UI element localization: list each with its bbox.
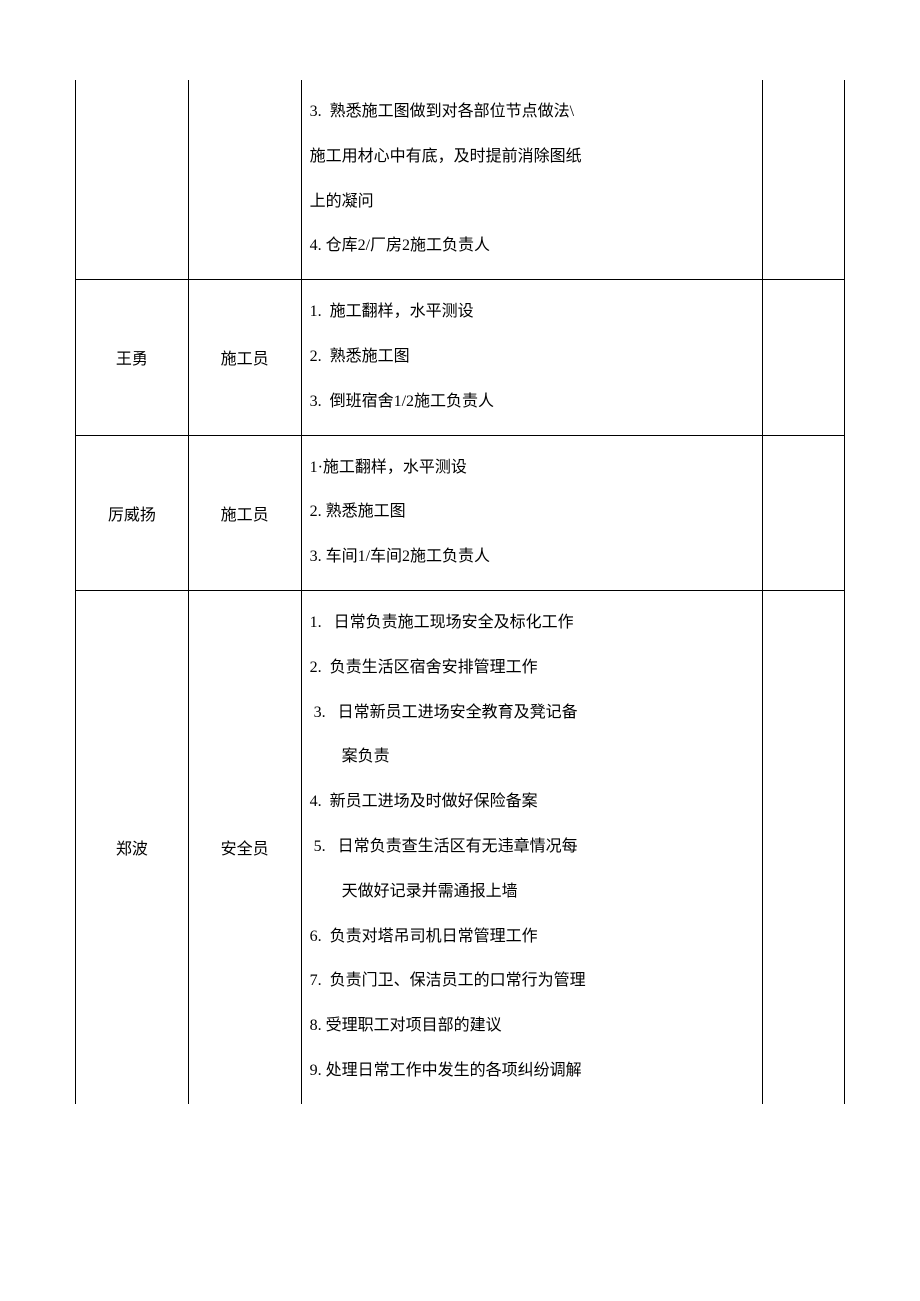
- cell-duties: 1. 施工翻样，水平测设2. 熟悉施工图3. 倒班宿舍1/2施工负责人: [301, 280, 762, 435]
- duty-line: 3. 车间1/车间2施工负责人: [310, 535, 754, 580]
- cell-name: 王勇: [76, 280, 189, 435]
- duty-line: 3. 倒班宿舍1/2施工负责人: [310, 380, 754, 425]
- duty-line: 施工用材心中有底，及时提前消除图纸: [310, 135, 754, 180]
- duty-line: 案负责: [310, 735, 754, 780]
- cell-duties: 1. 日常负责施工现场安全及标化工作2. 负责生活区宿舍安排管理工作 3. 日常…: [301, 590, 762, 1103]
- duty-line: 1. 日常负责施工现场安全及标化工作: [310, 601, 754, 646]
- duty-line: 1. 施工翻样，水平测设: [310, 290, 754, 335]
- cell-role: 安全员: [188, 590, 301, 1103]
- duty-line: 3. 日常新员工进场安全教育及凳记备: [310, 691, 754, 736]
- cell-duties: 3. 熟悉施工图做到对各部位节点做法\施工用材心中有底，及时提前消除图纸上的凝问…: [301, 80, 762, 280]
- duty-line: 2. 负责生活区宿舍安排管理工作: [310, 646, 754, 691]
- table-row: 郑波安全员1. 日常负责施工现场安全及标化工作2. 负责生活区宿舍安排管理工作 …: [76, 590, 845, 1103]
- duty-line: 4. 仓库2/厂房2施工负责人: [310, 224, 754, 269]
- cell-extra: [762, 80, 844, 280]
- duty-line: 天做好记录并需通报上墙: [310, 870, 754, 915]
- cell-extra: [762, 435, 844, 590]
- duty-line: 4. 新员工进场及时做好保险备案: [310, 780, 754, 825]
- duties-table: 3. 熟悉施工图做到对各部位节点做法\施工用材心中有底，及时提前消除图纸上的凝问…: [75, 80, 845, 1104]
- duty-line: 7. 负责门卫、保洁员工的口常行为管理: [310, 959, 754, 1004]
- cell-extra: [762, 280, 844, 435]
- duty-line: 9. 处理日常工作中发生的各项纠纷调解: [310, 1049, 754, 1094]
- cell-role: 施工员: [188, 280, 301, 435]
- cell-name: 厉威扬: [76, 435, 189, 590]
- duty-line: 8. 受理职工对项目部的建议: [310, 1004, 754, 1049]
- duty-line: 2. 熟悉施工图: [310, 490, 754, 535]
- table-row: 厉威扬施工员1·施工翻样，水平测设2. 熟悉施工图3. 车间1/车间2施工负责人: [76, 435, 845, 590]
- duty-line: 1·施工翻样，水平测设: [310, 446, 754, 491]
- cell-name: 郑波: [76, 590, 189, 1103]
- table-row: 王勇施工员1. 施工翻样，水平测设2. 熟悉施工图3. 倒班宿舍1/2施工负责人: [76, 280, 845, 435]
- duty-line: 6. 负责对塔吊司机日常管理工作: [310, 915, 754, 960]
- table-row: 3. 熟悉施工图做到对各部位节点做法\施工用材心中有底，及时提前消除图纸上的凝问…: [76, 80, 845, 280]
- cell-role: 施工员: [188, 435, 301, 590]
- duty-line: 3. 熟悉施工图做到对各部位节点做法\: [310, 90, 754, 135]
- duty-line: 5. 日常负责查生活区有无违章情况每: [310, 825, 754, 870]
- cell-extra: [762, 590, 844, 1103]
- duty-line: 2. 熟悉施工图: [310, 335, 754, 380]
- cell-duties: 1·施工翻样，水平测设2. 熟悉施工图3. 车间1/车间2施工负责人: [301, 435, 762, 590]
- duty-line: 上的凝问: [310, 180, 754, 225]
- table-body: 3. 熟悉施工图做到对各部位节点做法\施工用材心中有底，及时提前消除图纸上的凝问…: [76, 80, 845, 1104]
- cell-role: [188, 80, 301, 280]
- cell-name: [76, 80, 189, 280]
